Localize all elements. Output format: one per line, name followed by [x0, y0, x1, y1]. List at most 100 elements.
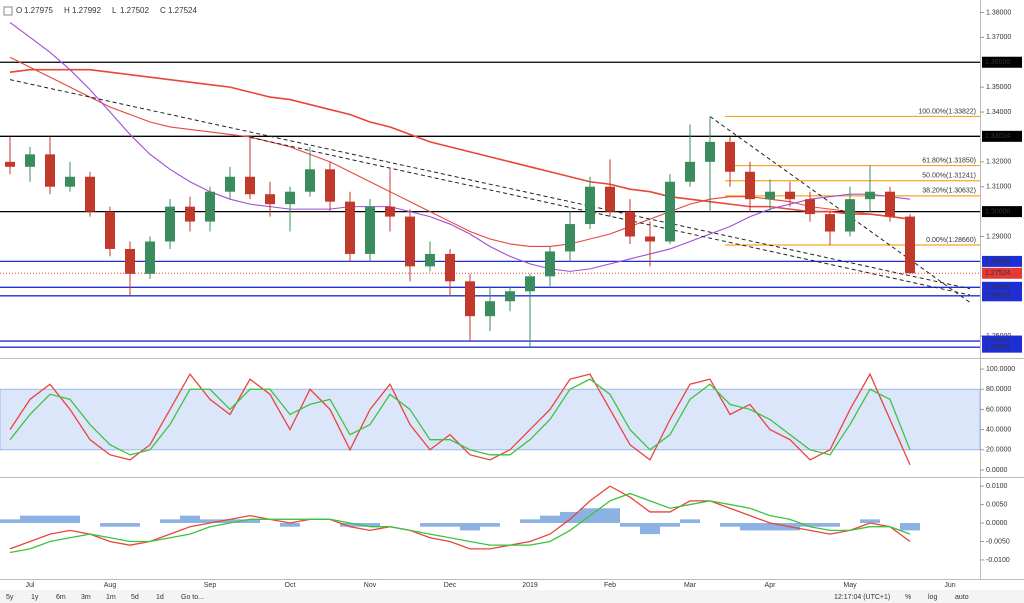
- candle-body: [305, 169, 315, 192]
- candle-body: [205, 191, 215, 222]
- y-tick-label: 100.0000: [986, 366, 1015, 373]
- range-button[interactable]: 1y: [31, 594, 39, 601]
- candle-body: [325, 169, 335, 202]
- moving-average: [9, 21, 911, 272]
- trendline: [9, 79, 971, 290]
- candle-body: [465, 281, 475, 317]
- range-button[interactable]: 1m: [106, 594, 116, 601]
- candle-body: [765, 191, 775, 200]
- price-label-box: [982, 341, 1022, 353]
- price-label-box: [982, 335, 1022, 347]
- candle-body: [285, 191, 295, 205]
- x-tick-label: May: [843, 582, 857, 589]
- macd-histogram: [280, 523, 300, 527]
- macd-histogram: [740, 523, 760, 531]
- candle-body: [865, 191, 875, 200]
- option-button[interactable]: log: [928, 594, 937, 601]
- candle-body: [5, 161, 15, 167]
- y-tick-label: 1.38000: [986, 9, 1011, 16]
- ohlc-value: 1.27524: [168, 6, 197, 15]
- candle-body: [405, 216, 415, 267]
- macd-histogram: [60, 515, 80, 524]
- y-tick-label: 1.32000: [986, 159, 1011, 166]
- y-tick-label: 1.29000: [986, 233, 1011, 240]
- option-button[interactable]: %: [905, 594, 911, 601]
- x-tick-label: Oct: [285, 582, 296, 589]
- ohlc-value: 1.27992: [72, 6, 101, 15]
- candle-body: [825, 214, 835, 232]
- y-tick-label: 1.35000: [986, 84, 1011, 91]
- range-button[interactable]: 5d: [131, 594, 139, 601]
- y-tick-label: 0.0000: [986, 520, 1008, 527]
- range-button[interactable]: 1d: [156, 594, 164, 601]
- macd-histogram: [660, 523, 680, 527]
- x-tick-label: Nov: [364, 582, 377, 589]
- macd-histogram: [860, 519, 880, 524]
- macd-histogram: [340, 523, 360, 527]
- candle-body: [785, 191, 795, 200]
- price-label: 1.33024: [985, 133, 1010, 140]
- price-label: 1.24801: [985, 338, 1010, 345]
- candle-body: [645, 236, 655, 242]
- y-tick-label: 60.0000: [986, 406, 1011, 413]
- macd-histogram: [180, 515, 200, 524]
- macd-histogram: [20, 515, 40, 524]
- price-label-box: [982, 255, 1022, 267]
- y-tick-label: 0.0100: [986, 483, 1008, 490]
- moving-average: [9, 56, 911, 248]
- y-tick-label: 80.0000: [986, 386, 1011, 393]
- y-tick-label: -0.0050: [986, 538, 1010, 545]
- trendline: [709, 116, 971, 303]
- price-label: 1.26960: [985, 284, 1010, 291]
- candle-body: [445, 253, 455, 282]
- candle-body: [145, 241, 155, 274]
- fib-label: 100.00%(1.33822): [918, 108, 976, 115]
- toolbar: [0, 590, 1024, 603]
- candle-body: [425, 253, 435, 267]
- macd-histogram: [760, 523, 780, 531]
- candle-body: [665, 181, 675, 242]
- x-tick-label: Jun: [944, 582, 955, 589]
- candle-body: [225, 176, 235, 192]
- candle-body: [845, 199, 855, 232]
- candle-body: [725, 141, 735, 172]
- candle-body: [625, 211, 635, 237]
- price-label: 1.28000: [985, 258, 1010, 265]
- macd-line: [9, 485, 911, 550]
- range-button[interactable]: 3m: [81, 594, 91, 601]
- x-tick-label: 2019: [522, 582, 538, 589]
- x-tick-label: Dec: [444, 582, 457, 589]
- macd-histogram: [640, 523, 660, 535]
- candle-body: [525, 276, 535, 292]
- price-label-box: [982, 267, 1022, 279]
- candle-body: [85, 176, 95, 212]
- range-button[interactable]: 6m: [56, 594, 66, 601]
- x-tick-label: Jul: [26, 582, 35, 589]
- candle-body: [485, 301, 495, 317]
- candle-body: [165, 206, 175, 242]
- option-button[interactable]: auto: [955, 594, 969, 601]
- macd-histogram: [420, 523, 440, 527]
- macd-line: [9, 492, 911, 554]
- candle-body: [65, 176, 75, 187]
- settings-icon[interactable]: [3, 6, 13, 16]
- x-tick-label: Sep: [204, 582, 217, 589]
- macd-histogram: [100, 523, 120, 527]
- ohlc-value: 1.27502: [120, 6, 149, 15]
- macd-histogram: [600, 508, 620, 524]
- goto-button[interactable]: Go to...: [181, 594, 204, 601]
- candle-body: [105, 211, 115, 249]
- price-label-box: [982, 290, 1022, 302]
- macd-histogram: [200, 519, 220, 524]
- range-button[interactable]: 5y: [6, 594, 14, 601]
- y-tick-label: 1.37000: [986, 34, 1011, 41]
- candle-body: [905, 216, 915, 274]
- fib-label: 61.80%(1.31850): [922, 157, 976, 164]
- candle-body: [185, 206, 195, 222]
- macd-histogram: [800, 523, 820, 527]
- stoch-line: [9, 378, 911, 456]
- candle-body: [705, 141, 715, 162]
- candle-body: [685, 161, 695, 182]
